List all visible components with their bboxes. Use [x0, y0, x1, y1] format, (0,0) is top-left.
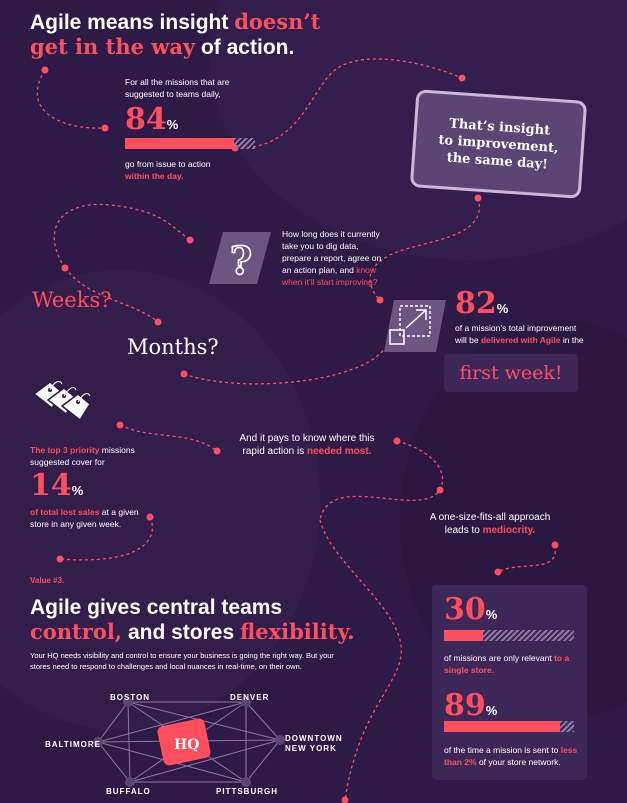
section1-title: Agile means insight doesn’t get in the w…: [30, 9, 321, 60]
section3-label: Value #3.: [30, 576, 65, 585]
stat-14-caption: of total lost sales at a given store in …: [30, 507, 139, 529]
stat-89-value: 89%: [444, 688, 498, 723]
store-network-diagram: [93, 697, 285, 787]
city-denver: DENVER: [230, 693, 270, 702]
city-boston: BOSTON: [110, 693, 151, 702]
price-tags-icon: [32, 381, 91, 422]
stat-84-caption: go from issue to action within the day.: [125, 159, 211, 181]
first-week-box: first week!: [444, 354, 578, 392]
stats-panel: [432, 585, 587, 780]
expand-icon: [384, 300, 446, 352]
stat-14-intro: The top 3 priority missions suggested co…: [30, 445, 135, 467]
city-pittsburgh: PITTSBURGH: [216, 787, 278, 796]
stat-82-value: 82%: [455, 286, 509, 321]
callout-box: That’s insight to improvement, the same …: [409, 89, 588, 199]
question-text: How long does it currently take you to d…: [282, 229, 382, 287]
stat-84-value: 84%: [125, 102, 179, 137]
stat-84-progress-bar: [125, 138, 255, 149]
one-size-text: A one-size-fits-all approach leads to me…: [429, 512, 551, 536]
stat-89-caption: of the time a mission is sent to less th…: [444, 745, 578, 767]
city-baltimore: BALTIMORE: [45, 740, 101, 749]
section3-title: Agile gives central teams control, and s…: [30, 596, 355, 644]
city-downtown: DOWNTOWN: [285, 734, 343, 743]
stat-14-value: 14%: [30, 468, 84, 503]
rapid-action-text: And it pays to know where this rapid act…: [239, 433, 375, 457]
stat-82-caption: of a mission’s total improvement will be…: [455, 323, 584, 345]
hq-hub-label: HQ: [174, 737, 200, 753]
stat-30-caption: of missions are only relevant to a singl…: [444, 653, 570, 675]
weeks-label: Weeks?: [32, 288, 112, 312]
stat-30-value: 30%: [444, 592, 498, 627]
stat-89-progress-bar: [444, 721, 574, 732]
section3-body: Your HQ needs visibility and control to …: [30, 651, 334, 671]
svg-text:?: ?: [230, 238, 252, 283]
question-mark-icon: ?: [209, 232, 271, 284]
city-buffalo: BUFFALO: [106, 787, 151, 796]
months-label: Months?: [127, 335, 219, 359]
stat-30-progress-bar: [444, 630, 574, 641]
city-new-york: NEW YORK: [285, 744, 337, 753]
stat-84-intro: For all the missions that are suggested …: [125, 77, 230, 99]
